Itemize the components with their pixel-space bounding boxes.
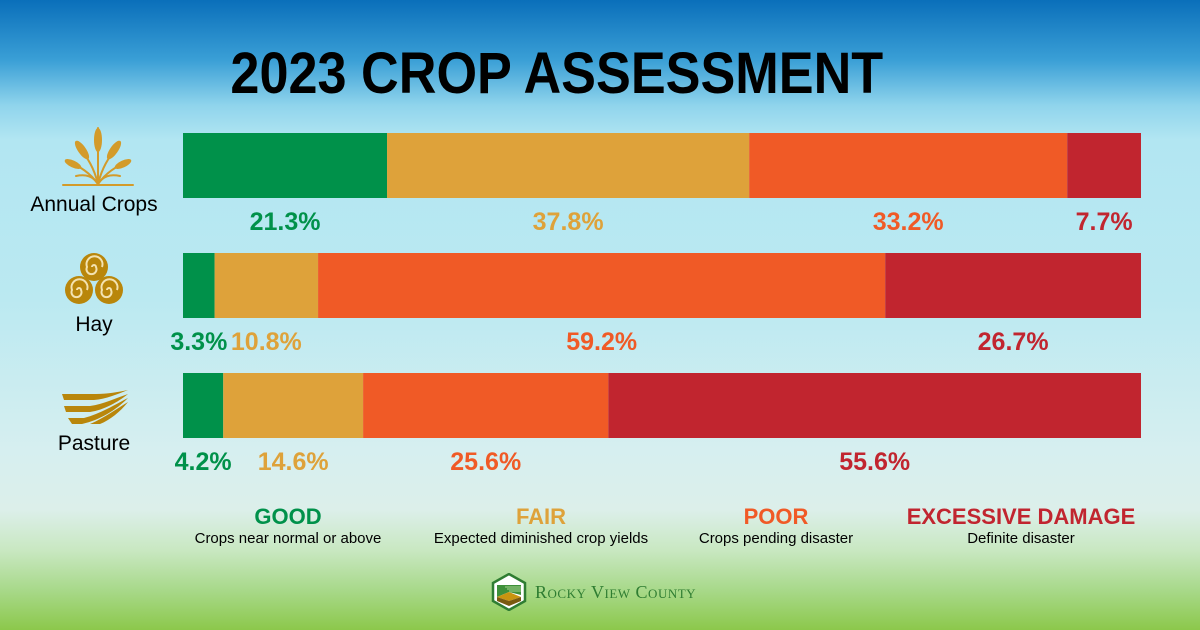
legend-item-good: GOOD Crops near normal or above — [138, 505, 438, 548]
legend-title-poor: POOR — [743, 504, 809, 529]
data-label-pasture-fair: 14.6% — [258, 448, 329, 476]
legend-desc-fair: Expected diminished crop yields — [433, 530, 649, 547]
legend-title-fair: FAIR — [515, 504, 567, 529]
wheat-icon — [62, 127, 134, 186]
data-label-pasture-good: 4.2% — [175, 448, 232, 476]
county-logo: Rocky View County — [491, 573, 696, 611]
bar-segment-annual-crops-fair — [387, 133, 750, 198]
data-label-annual-crops-poor: 33.2% — [873, 208, 944, 236]
bar-row-pasture — [183, 373, 1141, 438]
pasture-field-icon — [62, 390, 128, 424]
data-label-hay-good: 3.3% — [170, 328, 227, 356]
data-label-hay-excessive: 26.7% — [978, 328, 1049, 356]
data-label-hay-poor: 59.2% — [566, 328, 637, 356]
title-text: 2023 CROP ASSESSMENT — [230, 41, 884, 106]
bar-segment-pasture-fair — [223, 373, 364, 438]
bar-row-annual-crops — [183, 133, 1141, 198]
row-label-annual-crops: Annual Crops — [30, 193, 158, 216]
county-name: Rocky View County — [535, 581, 697, 602]
bar-segment-annual-crops-good — [183, 133, 388, 198]
legend-item-fair: FAIR Expected diminished crop yields — [391, 505, 691, 548]
legend-title-excessive-damage: EXCESSIVE DAMAGE — [906, 504, 1136, 529]
bar-segment-annual-crops-excessive — [1067, 133, 1141, 198]
data-label-annual-crops-excessive: 7.7% — [1076, 208, 1133, 236]
legend-item-poor: POOR Crops pending disaster — [626, 505, 926, 548]
bar-row-hay — [183, 253, 1141, 318]
legend-desc-excessive-damage: Definite disaster — [967, 530, 1075, 547]
row-label-pasture: Pasture — [57, 432, 131, 455]
page-title: 2023 CROP ASSESSMENT — [60, 40, 1140, 107]
bar-segment-pasture-poor — [363, 373, 609, 438]
legend-item-excessive-damage: EXCESSIVE DAMAGE Definite disaster — [871, 505, 1171, 548]
legend-desc-good: Crops near normal or above — [194, 530, 382, 547]
bar-segment-hay-poor — [318, 253, 886, 318]
data-label-pasture-excessive: 55.6% — [839, 448, 910, 476]
bar-segment-pasture-excessive — [608, 373, 1141, 438]
row-label-hay: Hay — [75, 313, 113, 336]
data-label-hay-fair: 10.8% — [231, 328, 302, 356]
legend-title-good: GOOD — [254, 504, 322, 529]
hay-bales-icon — [65, 253, 123, 304]
bar-segment-hay-good — [183, 253, 215, 318]
data-label-annual-crops-good: 21.3% — [250, 208, 321, 236]
bar-segment-annual-crops-poor — [749, 133, 1068, 198]
data-label-annual-crops-fair: 37.8% — [533, 208, 604, 236]
rocky-view-county-logo-icon — [491, 573, 527, 611]
bar-segment-pasture-good — [183, 373, 224, 438]
legend-desc-poor: Crops pending disaster — [698, 530, 854, 547]
data-label-pasture-poor: 25.6% — [450, 448, 521, 476]
bar-segment-hay-fair — [214, 253, 319, 318]
bar-segment-hay-excessive — [885, 253, 1141, 318]
